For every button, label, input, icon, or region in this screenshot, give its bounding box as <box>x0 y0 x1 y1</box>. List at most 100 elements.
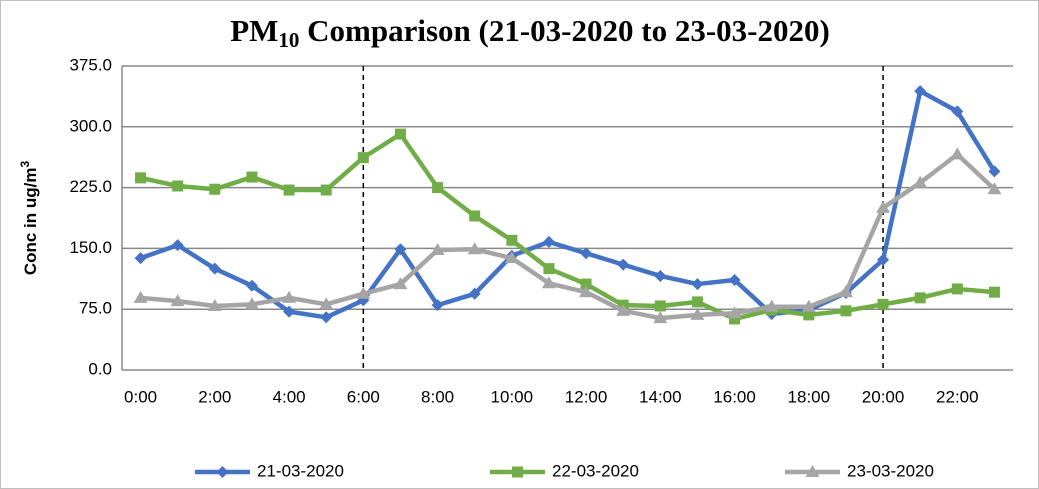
marker <box>394 128 406 140</box>
marker <box>468 287 481 300</box>
x-tick-label: 4:00 <box>273 387 306 406</box>
marker <box>172 180 184 192</box>
marker <box>170 294 185 307</box>
marker <box>764 299 779 312</box>
y-axis-label: Conc in ug/m3 <box>18 161 40 276</box>
x-tick-label: 16:00 <box>713 387 756 406</box>
marker <box>469 210 481 222</box>
legend-label: 23-03-2020 <box>847 461 934 480</box>
marker <box>207 298 222 311</box>
y-tick-label: 0.0 <box>88 359 112 378</box>
series-line <box>140 131 995 322</box>
marker <box>504 251 519 264</box>
marker <box>244 297 259 310</box>
marker <box>209 183 221 195</box>
marker <box>838 285 853 298</box>
marker <box>541 276 556 289</box>
legend-label: 21-03-2020 <box>257 461 344 480</box>
legend-marker <box>216 466 229 478</box>
y-label-superscript: 3 <box>18 161 32 168</box>
x-tick-label: 8:00 <box>421 387 454 406</box>
x-tick-label: 14:00 <box>639 387 682 406</box>
title-text: PM <box>230 13 278 48</box>
y-tick-label: 75.0 <box>79 299 112 318</box>
marker <box>320 184 332 196</box>
marker <box>653 311 668 324</box>
marker <box>246 171 258 183</box>
marker <box>543 263 555 275</box>
marker <box>988 165 1001 178</box>
marker <box>654 300 666 312</box>
marker <box>877 253 890 266</box>
marker <box>467 242 482 255</box>
marker <box>727 306 742 319</box>
marker <box>691 278 704 291</box>
series-line <box>140 152 996 321</box>
y-tick-label: 300.0 <box>69 116 112 135</box>
y-tick-label: 150.0 <box>69 238 112 257</box>
marker <box>283 305 296 318</box>
marker <box>542 235 555 248</box>
marker <box>282 290 297 303</box>
marker <box>431 299 444 312</box>
marker <box>988 286 1000 298</box>
marker <box>320 311 333 324</box>
x-tick-label: 2:00 <box>198 387 231 406</box>
marker <box>356 286 371 299</box>
x-tick-label: 20:00 <box>862 387 905 406</box>
marker <box>876 200 891 213</box>
marker <box>729 313 741 325</box>
legend-label: 22-03-2020 <box>552 461 639 480</box>
marker <box>283 184 295 196</box>
marker <box>580 278 592 290</box>
x-tick-label: 10:00 <box>491 387 534 406</box>
marker <box>654 269 667 282</box>
marker <box>432 182 444 194</box>
y-tick-label: 225.0 <box>69 177 112 196</box>
marker <box>728 274 741 287</box>
marker <box>913 175 928 188</box>
marker <box>580 247 593 260</box>
marker <box>208 262 221 275</box>
marker <box>393 277 408 290</box>
marker <box>840 305 852 317</box>
marker <box>616 303 631 316</box>
marker <box>987 182 1002 195</box>
chart-title: PM10 Comparison (21-03-2020 to 23-03-202… <box>230 13 830 52</box>
marker <box>245 279 258 292</box>
marker <box>691 296 703 308</box>
series-line <box>139 88 997 320</box>
marker <box>135 172 147 184</box>
title-text: Comparison (21-03-2020 to 23-03-2020) <box>299 13 829 48</box>
marker <box>877 298 889 310</box>
marker <box>430 243 445 256</box>
marker <box>133 290 148 303</box>
y-tick-label: 375.0 <box>69 55 112 74</box>
title-subscript: 10 <box>278 28 299 52</box>
marker <box>690 307 705 320</box>
marker <box>171 239 184 252</box>
marker <box>506 234 518 246</box>
y-label-text: Conc in ug/m <box>21 168 40 276</box>
x-tick-label: 18:00 <box>788 387 831 406</box>
x-tick-label: 12:00 <box>565 387 608 406</box>
marker <box>357 152 369 164</box>
marker <box>803 309 815 321</box>
marker <box>951 105 964 118</box>
marker <box>617 258 630 271</box>
marker <box>914 292 926 304</box>
legend-marker <box>805 465 820 477</box>
marker <box>951 283 963 295</box>
marker <box>914 85 927 98</box>
legend-marker <box>512 466 523 478</box>
x-tick-label: 6:00 <box>347 387 380 406</box>
marker <box>394 243 407 256</box>
marker <box>950 147 965 160</box>
x-tick-label: 0:00 <box>124 387 157 406</box>
marker <box>134 252 147 265</box>
marker <box>579 285 594 298</box>
marker <box>319 297 334 310</box>
marker <box>801 299 816 312</box>
x-tick-label: 22:00 <box>936 387 979 406</box>
